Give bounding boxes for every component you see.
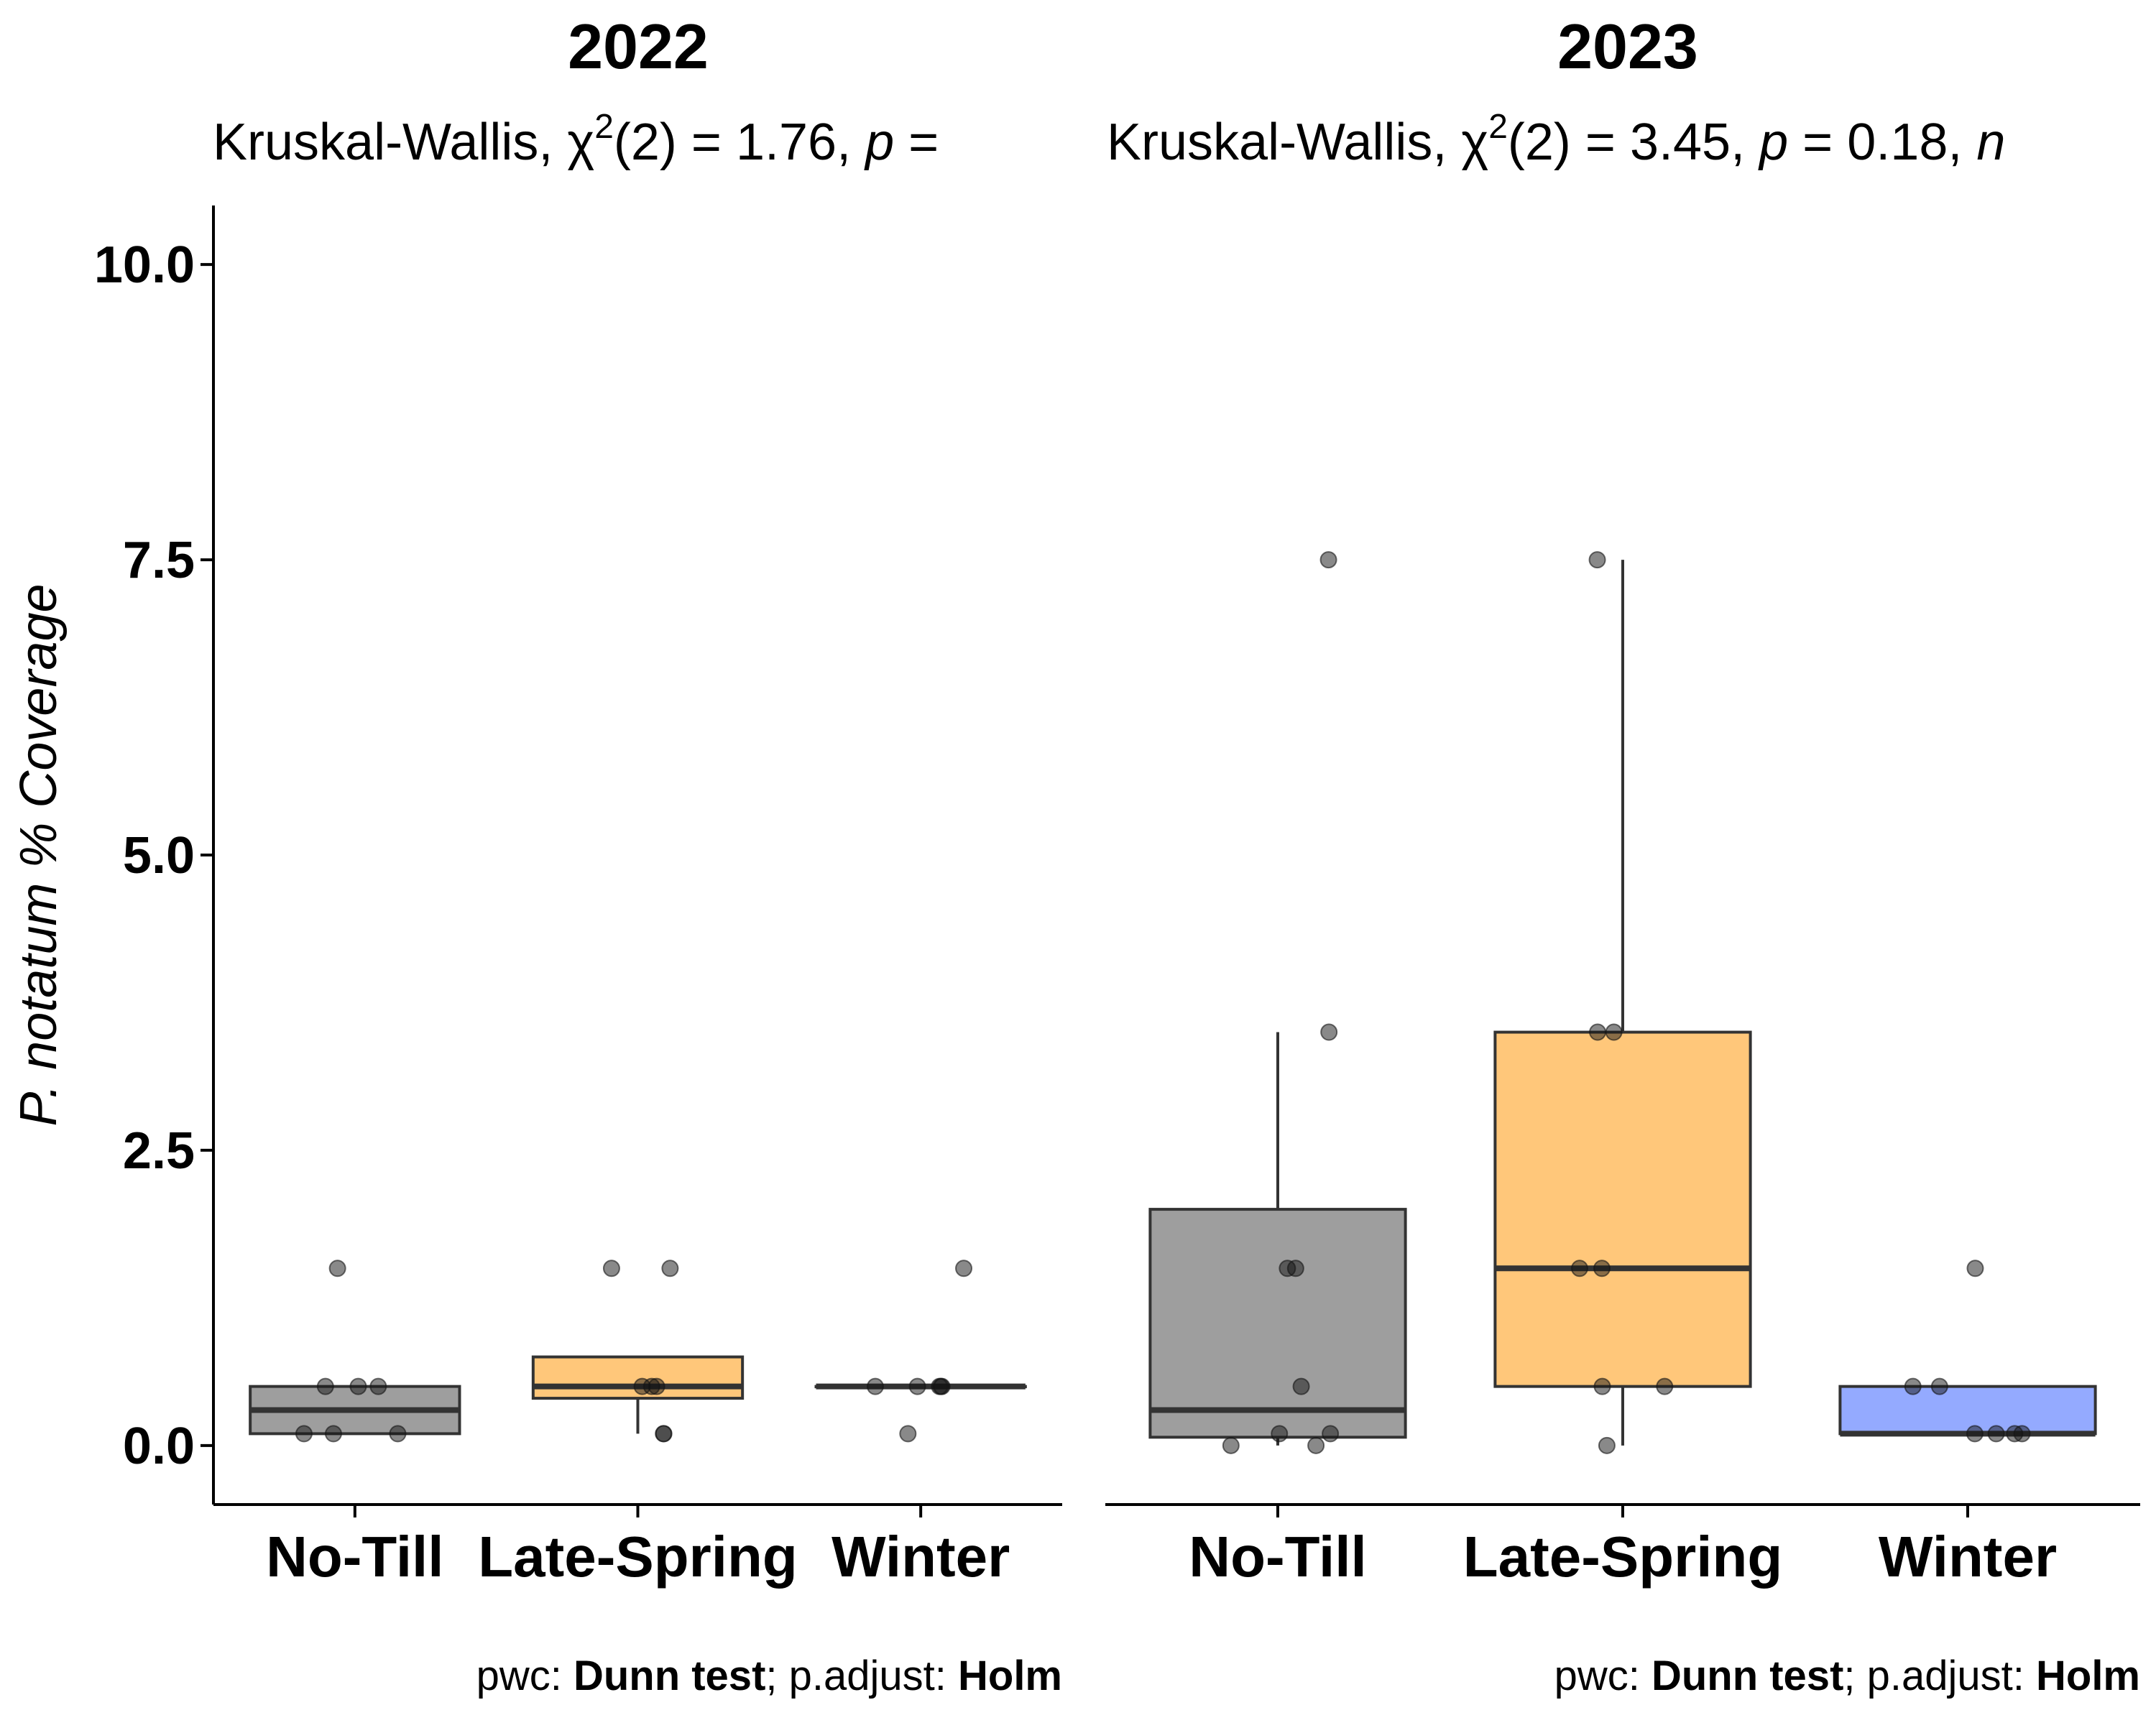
data-point — [1966, 1260, 1984, 1277]
y-tick-label: 2.5 — [123, 1122, 195, 1180]
y-ticks: 0.0 2.5 5.0 7.5 10.0 — [94, 236, 213, 1475]
data-point — [1292, 1377, 1310, 1395]
data-point — [655, 1425, 673, 1443]
data-point — [1966, 1425, 1984, 1443]
data-point — [642, 1377, 660, 1395]
y-tick-label: 5.0 — [123, 827, 195, 884]
data-point — [1589, 1023, 1607, 1041]
panel-2022: No-Till Late-Spring Winter — [249, 1260, 1027, 1589]
box-no-till — [1148, 1208, 1407, 1439]
data-point — [1279, 1260, 1296, 1277]
y-tick-label: 10.0 — [94, 236, 195, 294]
data-point — [1570, 1260, 1588, 1277]
data-point — [1307, 1436, 1325, 1454]
panel-title-2022: 2022 — [568, 11, 709, 82]
data-point — [389, 1425, 407, 1443]
x-tick-label: Late-Spring — [1463, 1525, 1782, 1589]
panel-2023: No-Till Late-Spring Winter — [1148, 551, 2097, 1589]
box-late-spring — [1493, 1030, 1752, 1388]
caption-2023: pwc: Dunn test; p.adjust: Holm — [1554, 1653, 2140, 1699]
data-point — [2006, 1425, 2024, 1443]
data-point — [1322, 1425, 1340, 1443]
data-point — [1271, 1425, 1289, 1443]
data-point — [1930, 1377, 1948, 1395]
data-point — [295, 1425, 313, 1443]
data-point — [1904, 1377, 1922, 1395]
x-tick-label: No-Till — [1189, 1525, 1366, 1589]
data-point — [328, 1260, 346, 1277]
panel-subtitle-2022: Kruskal-Wallis, χ2(2) = 1.76, p = — [213, 108, 939, 171]
caption-2022: pwc: Dunn test; p.adjust: Holm — [476, 1653, 1062, 1699]
panel-title-2023: 2023 — [1557, 11, 1698, 82]
data-point — [899, 1425, 917, 1443]
data-point — [1593, 1260, 1611, 1277]
data-point — [955, 1260, 973, 1277]
data-point — [1222, 1436, 1240, 1454]
data-point — [908, 1377, 926, 1395]
data-point — [316, 1377, 334, 1395]
x-tick-label: No-Till — [266, 1525, 443, 1589]
y-tick-label: 0.0 — [123, 1418, 195, 1475]
data-point — [1605, 1023, 1623, 1041]
data-point — [1588, 551, 1606, 569]
y-tick-label: 7.5 — [123, 532, 195, 589]
data-point — [931, 1377, 949, 1395]
y-axis-label: P. notatum % Coverage — [10, 583, 68, 1126]
x-tick-label: Winter — [831, 1525, 1010, 1589]
data-point — [1593, 1377, 1611, 1395]
box-winter — [1838, 1385, 2097, 1436]
x-tick-label: Winter — [1879, 1525, 2057, 1589]
data-point — [1320, 1023, 1338, 1041]
data-point — [369, 1377, 387, 1395]
panel-subtitle-2023: Kruskal-Wallis, χ2(2) = 3.45, p = 0.18, … — [1107, 108, 2005, 171]
data-point — [661, 1260, 679, 1277]
data-point — [1656, 1377, 1674, 1395]
data-point — [324, 1425, 342, 1443]
data-point — [602, 1260, 620, 1277]
data-point — [1598, 1436, 1616, 1454]
data-point — [866, 1377, 884, 1395]
data-point — [1987, 1425, 2005, 1443]
data-point — [1319, 551, 1337, 569]
data-point — [349, 1377, 367, 1395]
x-tick-label: Late-Spring — [478, 1525, 797, 1589]
